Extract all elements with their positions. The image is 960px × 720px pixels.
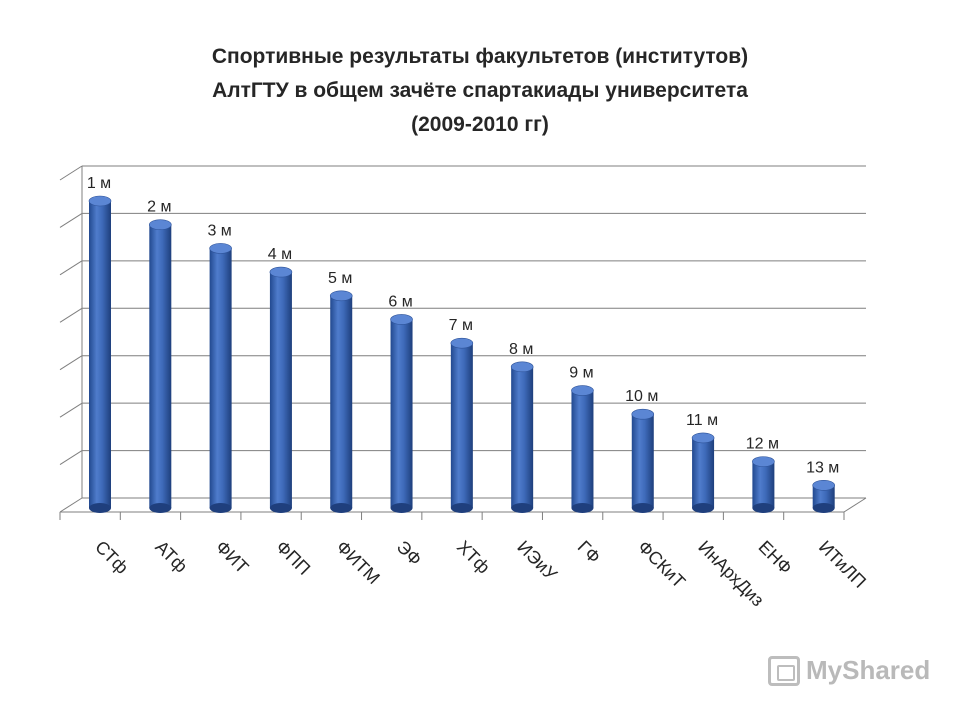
bar-body (330, 295, 353, 508)
bar-top (149, 219, 172, 230)
bar-top (571, 385, 594, 396)
gridline-diagonal (59, 402, 83, 418)
bar-body (511, 366, 534, 508)
bar-top (691, 432, 715, 444)
data-labels: 1 м 2 м 3 м 4 м 5 м 6 м 7 м 8 м 9 м 10 м 11 м 12 м 1… (87, 175, 839, 476)
bar-top (450, 337, 474, 349)
bar-body (752, 461, 775, 508)
gridline-diagonal (59, 165, 83, 181)
data-label: 4 м (268, 246, 292, 263)
bar-base (269, 503, 292, 513)
bar (390, 314, 413, 513)
bar (269, 266, 293, 513)
category-label: ИЭиУ (513, 537, 561, 585)
gridline-diagonal (59, 260, 83, 276)
gridline-diagonal (59, 307, 83, 323)
bar-base (631, 503, 654, 513)
data-label: 13 м (806, 459, 839, 476)
bar-base (692, 503, 715, 513)
data-label: 10 м (625, 388, 658, 405)
bar (571, 385, 594, 513)
bar-top (812, 480, 835, 491)
data-label: 8 м (509, 341, 533, 358)
bar-body (631, 414, 654, 508)
floor-right-edge (843, 497, 867, 513)
bar-base (89, 503, 111, 513)
bar-base (812, 503, 835, 513)
bar-top (88, 195, 112, 207)
axes (59, 166, 867, 520)
category-label: ЭФ (393, 537, 426, 570)
bar-base (752, 503, 775, 513)
bar-base (571, 503, 594, 513)
watermark: MyShared (768, 655, 930, 686)
bar-body (89, 201, 111, 508)
bar-top (631, 408, 655, 420)
bar-top (329, 290, 353, 302)
chart-title-line-1: Спортивные результаты факультетов (инсти… (211, 45, 749, 68)
category-label: ФПП (272, 537, 314, 579)
bar-top (269, 266, 293, 278)
presentation-logo-icon (768, 655, 800, 686)
bar-base (390, 503, 413, 513)
bar-body (209, 248, 232, 508)
bar-base (209, 503, 232, 513)
bar-base (450, 503, 473, 513)
bar (691, 432, 715, 513)
category-label: ГФ (574, 537, 605, 568)
bar-top (510, 361, 534, 373)
data-label: 3 м (207, 222, 231, 239)
category-label: АТф (151, 537, 191, 577)
data-label: 2 м (147, 199, 171, 216)
gridline-diagonal (59, 450, 83, 465)
bar-top (390, 314, 413, 325)
bar (510, 361, 534, 513)
bar-body (692, 437, 715, 508)
bar-base (149, 503, 172, 513)
bars (88, 195, 835, 513)
bar-body (269, 272, 292, 508)
bar (752, 456, 775, 513)
gridline-diagonal (59, 497, 83, 513)
category-label: ФИТ (212, 537, 253, 578)
watermark-text: MyShared (806, 655, 931, 685)
bar (209, 243, 232, 513)
category-label: СТф (91, 537, 132, 578)
bar-body (390, 319, 413, 508)
chart-title-line-3: (2009-2010 гг) (411, 113, 549, 136)
data-label: 7 м (449, 317, 473, 334)
data-label: 12 м (746, 436, 779, 453)
category-label: ФСКиТ (634, 537, 689, 592)
bar (329, 290, 353, 513)
bar-top (752, 456, 775, 467)
bar-top (209, 243, 232, 254)
bar-base (511, 503, 534, 513)
gridline-diagonal (59, 355, 83, 371)
category-label: ХТф (453, 537, 494, 578)
bar-body (812, 485, 835, 508)
bar (812, 480, 835, 513)
bar (149, 219, 172, 513)
data-label: 1 м (87, 175, 111, 192)
chart-title: Спортивные результаты факультетов (инсти… (0, 40, 960, 142)
bar-body (149, 224, 172, 508)
category-label: ИТиЛП (815, 537, 870, 592)
bar (88, 195, 112, 513)
bar (450, 337, 474, 513)
chart-title-line-2: АлтГТУ в общем зачёте спартакиады универ… (212, 79, 748, 102)
bar-body (571, 390, 594, 508)
gridline-diagonal (59, 213, 83, 228)
category-labels: СТф АТф ФИТ ФПП ФИТМ ЭФ ХТф ИЭиУ ГФ ФСКиТ ИнАрхДиз… (91, 537, 870, 611)
data-label: 6 м (388, 293, 412, 310)
category-label: ЕНФ (755, 537, 797, 579)
bar-body (450, 343, 473, 508)
data-label: 9 м (569, 365, 593, 382)
bar-base (330, 503, 353, 513)
data-label: 5 м (328, 270, 352, 287)
bar (631, 408, 655, 513)
category-label: ФИТМ (332, 537, 383, 588)
data-label: 11 м (686, 412, 718, 429)
